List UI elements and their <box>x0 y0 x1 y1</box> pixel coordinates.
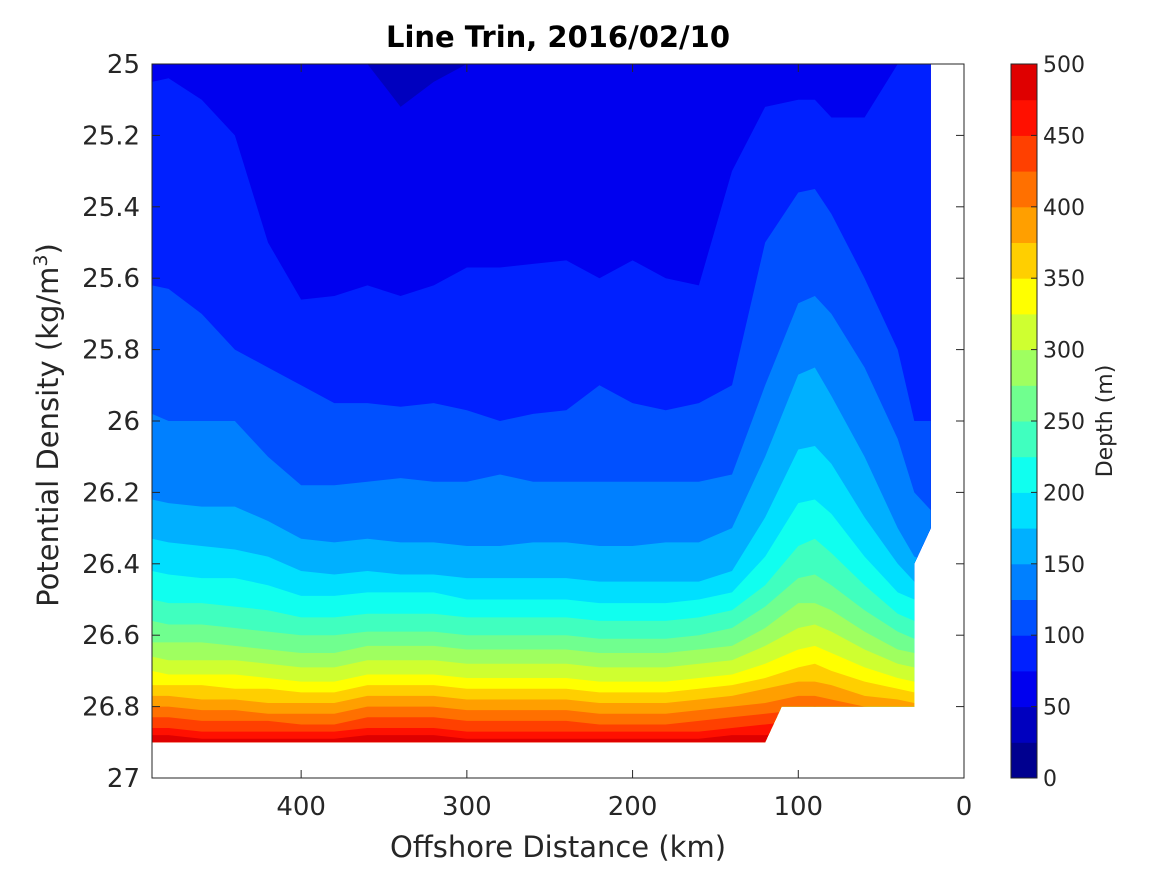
colorbar-tick-label: 200 <box>1043 481 1085 506</box>
axes-layer: 400 300 200 100 0 25 25.2 25.4 25.6 25.8 26 26.2 26.… <box>82 50 972 822</box>
colorbar-tick-label: 400 <box>1043 196 1085 221</box>
colorbar-tick-label: 300 <box>1043 339 1085 364</box>
y-axis-label: Potential Density (kg/m3) <box>30 243 65 607</box>
y-axis-label-main: Potential Density (kg/m <box>31 267 65 607</box>
colorbar-swatch <box>1011 742 1037 779</box>
colorbar-swatch <box>1011 278 1037 315</box>
x-tick-label: 0 <box>956 792 973 822</box>
y-tick-label: 26.8 <box>82 693 140 723</box>
colorbar-tick-label: 500 <box>1043 53 1085 78</box>
colorbar-swatch <box>1011 563 1037 600</box>
y-tick-label: 27 <box>107 764 140 794</box>
colorbar-swatch <box>1011 706 1037 743</box>
x-axis-label: Offshore Distance (km) <box>390 830 726 864</box>
colorbar-swatch <box>1011 135 1037 172</box>
y-tick-label: 25.2 <box>82 121 140 151</box>
y-tick-label: 26.6 <box>82 621 140 651</box>
colorbar-tick-label: 0 <box>1043 767 1057 792</box>
colorbar-swatch <box>1011 635 1037 672</box>
y-axis-label-superscript: 3 <box>30 254 52 266</box>
colorbar-swatch <box>1011 456 1037 493</box>
y-tick-label: 25 <box>107 50 140 80</box>
colorbar-tick-label: 100 <box>1043 624 1085 649</box>
contour-fill-layer <box>152 64 931 743</box>
colorbar-swatch <box>1011 171 1037 208</box>
colorbar-swatch <box>1011 670 1037 708</box>
x-tick-label: 400 <box>276 792 326 822</box>
colorbar-swatch <box>1011 349 1037 386</box>
chart-title: Line Trin, 2016/02/10 <box>386 20 730 54</box>
colorbar-swatch <box>1011 492 1037 529</box>
y-axis-label-close: ) <box>31 243 65 254</box>
y-tick-label: 26 <box>107 407 140 437</box>
x-tick-label: 200 <box>608 792 658 822</box>
colorbar-tick-label: 250 <box>1043 410 1085 435</box>
colorbar-swatch <box>1011 99 1037 136</box>
colorbar: 0 50 100 150 200 250 300 350 400 450 500 <box>1010 53 1085 792</box>
y-tick-label: 26.2 <box>82 478 140 508</box>
y-tick-label: 25.8 <box>82 336 140 366</box>
colorbar-swatch <box>1011 385 1037 422</box>
colorbar-tick-label: 350 <box>1043 267 1085 292</box>
colorbar-tick-label: 150 <box>1043 553 1085 578</box>
x-tick-label: 100 <box>773 792 823 822</box>
colorbar-swatch <box>1011 421 1037 458</box>
colorbar-tick-label: 450 <box>1043 124 1085 149</box>
colorbar-swatch <box>1011 64 1037 101</box>
colorbar-tick-label: 50 <box>1043 696 1071 721</box>
colorbar-label: Depth (m) <box>1093 365 1118 478</box>
x-tick-label: 300 <box>442 792 492 822</box>
colorbar-swatch <box>1011 528 1037 565</box>
y-tick-label: 25.4 <box>82 193 140 223</box>
colorbar-swatch <box>1011 242 1037 279</box>
contour-band-425 <box>152 706 931 743</box>
y-tick-label: 25.6 <box>82 264 140 294</box>
y-tick-label: 26.4 <box>82 550 140 580</box>
colorbar-swatch <box>1011 313 1037 351</box>
colorbar-swatch <box>1011 599 1037 636</box>
colorbar-swatch <box>1011 206 1037 243</box>
